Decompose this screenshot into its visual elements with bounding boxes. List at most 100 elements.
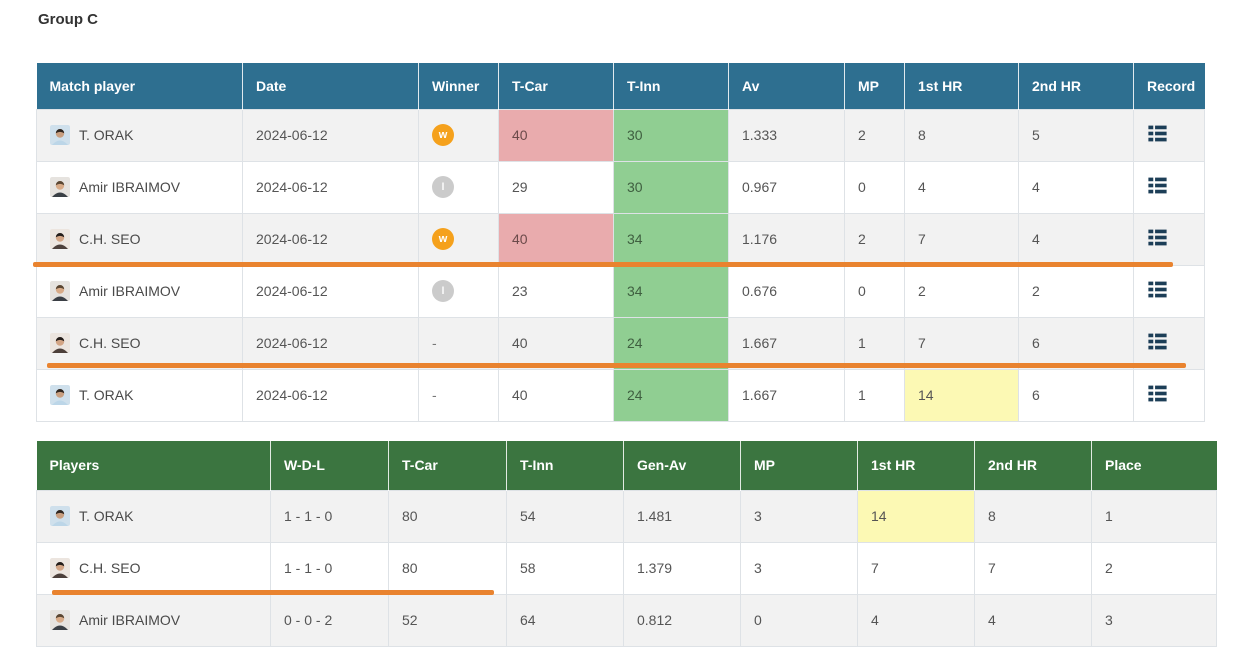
record-cell[interactable] — [1133, 264, 1205, 318]
player-cell: Amir IBRAIMOV — [36, 593, 271, 647]
player-cell: Amir IBRAIMOV — [36, 160, 243, 214]
standings-table-row: Amir IBRAIMOV 0 - 0 - 2 52 64 0.812 0 4 … — [36, 593, 1217, 647]
av-cell: 1.667 — [728, 316, 845, 370]
match-column-header-record: Record — [1133, 63, 1205, 109]
player-name: Amir IBRAIMOV — [79, 283, 181, 299]
standings-column-header-1st-hr: 1st HR — [857, 441, 975, 490]
player-name: Amir IBRAIMOV — [79, 612, 181, 628]
wdl-cell: 1 - 1 - 0 — [270, 541, 389, 595]
t-car-cell: 40 — [498, 108, 614, 162]
first-hr-cell: 4 — [904, 160, 1019, 214]
player-cell: C.H. SEO — [36, 212, 243, 266]
av-cell: 0.967 — [728, 160, 845, 214]
t-car-cell: 23 — [498, 264, 614, 318]
mp-cell: 3 — [740, 541, 858, 595]
winner-badge: W — [432, 228, 454, 250]
t-car-cell: 29 — [498, 160, 614, 214]
gen-av-cell: 0.812 — [623, 593, 741, 647]
t-inn-cell: 30 — [613, 160, 729, 214]
av-cell: 0.676 — [728, 264, 845, 318]
second-hr-cell: 5 — [1018, 108, 1134, 162]
second-hr-cell: 6 — [1018, 316, 1134, 370]
standings-table: Players W-D-L T-Car T-Inn Gen-Av MP 1st HR 2nd … — [36, 441, 1217, 647]
standings-table-header-row: Players W-D-L T-Car T-Inn Gen-Av MP 1st HR 2nd … — [36, 441, 1217, 490]
t-car-cell: 80 — [388, 541, 507, 595]
first-hr-cell: 7 — [904, 316, 1019, 370]
first-hr-cell: 7 — [857, 541, 975, 595]
first-hr-cell: 8 — [904, 108, 1019, 162]
record-list-icon[interactable] — [1147, 229, 1168, 246]
mp-cell: 3 — [740, 489, 858, 543]
gen-av-cell: 1.481 — [623, 489, 741, 543]
first-hr-cell: 14 — [904, 368, 1019, 422]
standings-column-header-players: Players — [36, 441, 271, 490]
second-hr-cell: 4 — [1018, 212, 1134, 266]
player-name: T. ORAK — [79, 508, 134, 524]
match-column-header-t-inn: T-Inn — [613, 63, 729, 109]
t-inn-cell: 24 — [613, 368, 729, 422]
date-cell: 2024-06-12 — [242, 316, 419, 370]
winner-cell: L — [418, 264, 499, 318]
match-results-table: Match player Date Winner T-Car T-Inn Av MP 1st … — [36, 63, 1205, 422]
standings-column-header-t-car: T-Car — [388, 441, 507, 490]
t-inn-cell: 34 — [613, 212, 729, 266]
t-car-cell: 40 — [498, 316, 614, 370]
player-cell: T. ORAK — [36, 108, 243, 162]
place-cell: 2 — [1091, 541, 1217, 595]
match-column-header-match-player: Match player — [36, 63, 243, 109]
t-car-cell: 52 — [388, 593, 507, 647]
player-avatar-icon — [50, 610, 70, 630]
player-cell: T. ORAK — [36, 368, 243, 422]
first-hr-cell: 14 — [857, 489, 975, 543]
match-table-row: T. ORAK 2024-06-12 - 40 24 1.667 1 14 6 — [36, 368, 1205, 422]
second-hr-cell: 8 — [974, 489, 1092, 543]
second-hr-cell: 7 — [974, 541, 1092, 595]
match-column-header-date: Date — [242, 63, 419, 109]
record-list-icon[interactable] — [1147, 281, 1168, 298]
player-name: C.H. SEO — [79, 560, 141, 576]
mp-cell: 1 — [844, 368, 905, 422]
standings-column-header-w-d-l: W-D-L — [270, 441, 389, 490]
match-table-row: C.H. SEO 2024-06-12 W 40 34 1.176 2 7 4 — [36, 212, 1205, 266]
player-avatar-icon — [50, 385, 70, 405]
match-column-header-av: Av — [728, 63, 845, 109]
page-title: Group C — [38, 11, 98, 28]
record-cell[interactable] — [1133, 108, 1205, 162]
place-cell: 3 — [1091, 593, 1217, 647]
player-name: C.H. SEO — [79, 231, 141, 247]
first-hr-cell: 4 — [857, 593, 975, 647]
match-table-row: T. ORAK 2024-06-12 W 40 30 1.333 2 8 5 — [36, 108, 1205, 162]
t-inn-cell: 30 — [613, 108, 729, 162]
date-cell: 2024-06-12 — [242, 264, 419, 318]
record-list-icon[interactable] — [1147, 125, 1168, 142]
standings-column-header-place: Place — [1091, 441, 1217, 490]
date-cell: 2024-06-12 — [242, 108, 419, 162]
player-avatar-icon — [50, 558, 70, 578]
player-name: T. ORAK — [79, 127, 134, 143]
record-list-icon[interactable] — [1147, 177, 1168, 194]
place-cell: 1 — [1091, 489, 1217, 543]
player-avatar-icon — [50, 506, 70, 526]
record-list-icon[interactable] — [1147, 385, 1168, 402]
second-hr-cell: 4 — [1018, 160, 1134, 214]
second-hr-cell: 2 — [1018, 264, 1134, 318]
first-hr-cell: 2 — [904, 264, 1019, 318]
record-list-icon[interactable] — [1147, 333, 1168, 350]
player-name: T. ORAK — [79, 387, 134, 403]
match-column-header-winner: Winner — [418, 63, 499, 109]
t-inn-cell: 34 — [613, 264, 729, 318]
match-table-row: C.H. SEO 2024-06-12 - 40 24 1.667 1 7 6 — [36, 316, 1205, 370]
standings-column-header-t-inn: T-Inn — [506, 441, 624, 490]
player-avatar-icon — [50, 125, 70, 145]
t-inn-cell: 54 — [506, 489, 624, 543]
date-cell: 2024-06-12 — [242, 368, 419, 422]
match-column-header-2nd-hr: 2nd HR — [1018, 63, 1134, 109]
winner-badge: - — [432, 387, 437, 403]
record-cell[interactable] — [1133, 368, 1205, 422]
record-cell[interactable] — [1133, 160, 1205, 214]
record-cell[interactable] — [1133, 316, 1205, 370]
player-name: C.H. SEO — [79, 335, 141, 351]
record-cell[interactable] — [1133, 212, 1205, 266]
winner-badge: L — [432, 280, 454, 302]
player-cell: Amir IBRAIMOV — [36, 264, 243, 318]
